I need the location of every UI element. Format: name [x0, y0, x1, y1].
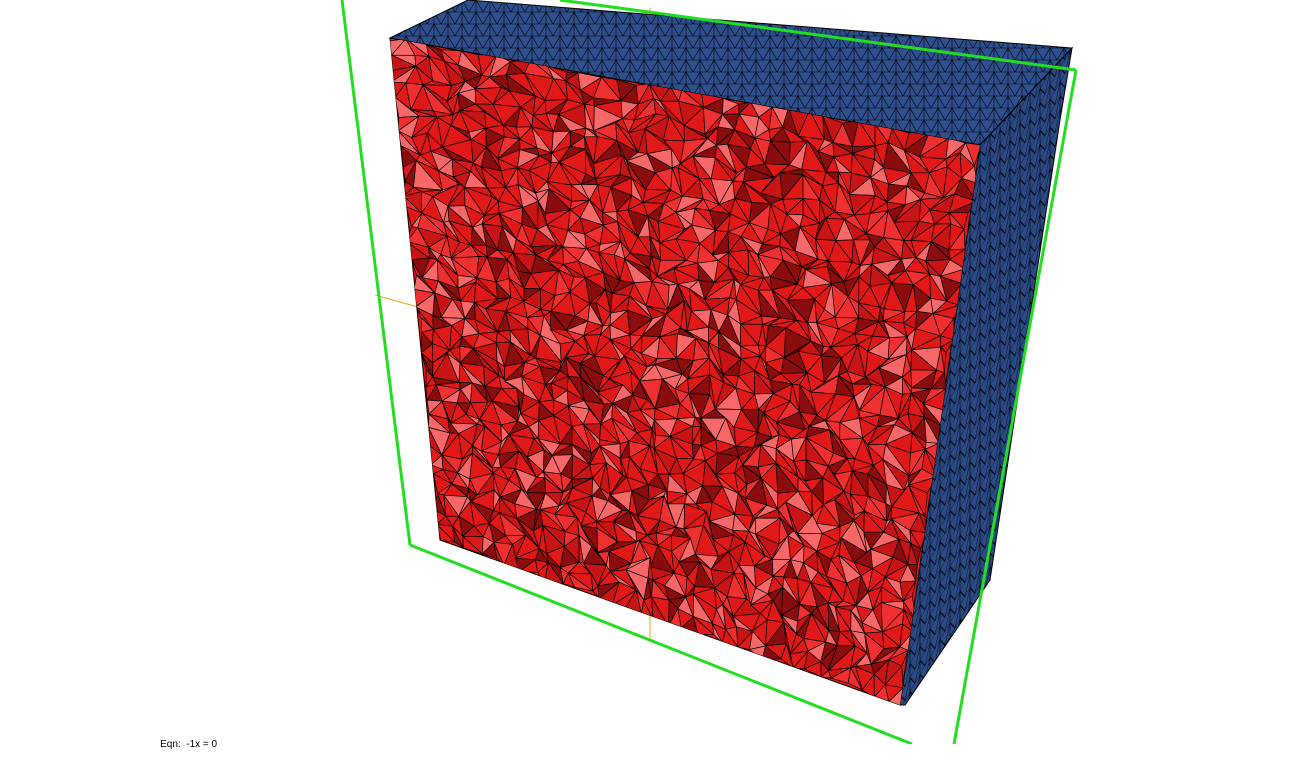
- clip-plane-equation: Eqn: -1x = 0: [149, 727, 217, 763]
- cut-triangle: [780, 642, 794, 669]
- cut-triangle: [847, 666, 864, 691]
- cut-face-triangles: [390, 38, 980, 705]
- cut-triangle: [452, 526, 465, 549]
- eqn-value: -1x = 0: [186, 739, 218, 750]
- cut-triangle: [712, 623, 723, 644]
- cut-triangle: [567, 572, 594, 592]
- eqn-label: Eqn:: [160, 739, 181, 750]
- cut-triangle: [462, 535, 483, 555]
- clipping-box-outline: [340, 0, 1078, 744]
- mesh-scene[interactable]: [0, 0, 1296, 744]
- cut-triangle: [692, 615, 715, 636]
